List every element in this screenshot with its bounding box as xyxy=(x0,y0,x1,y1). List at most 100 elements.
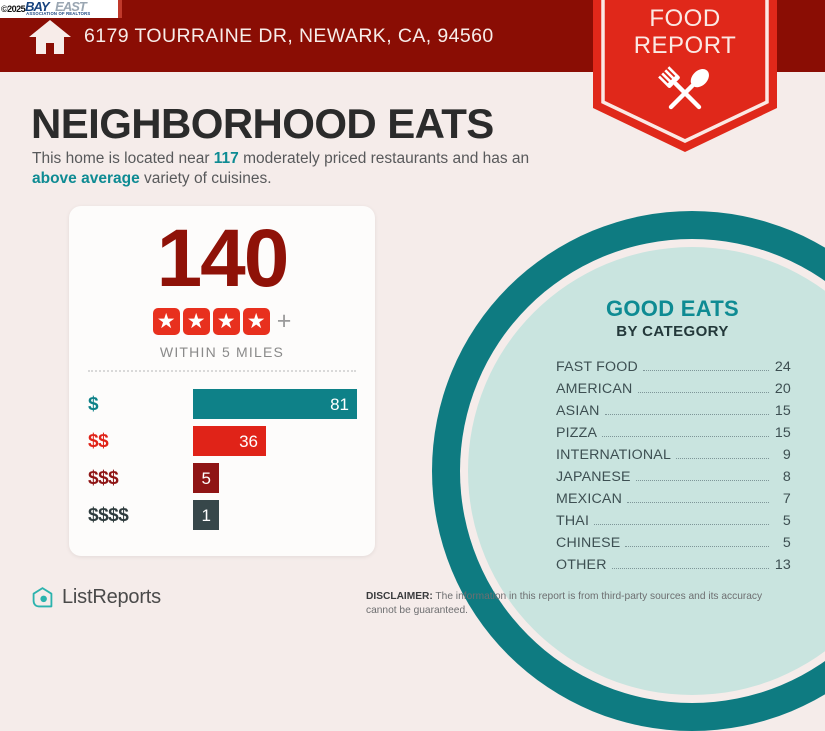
price-tier-row: $$$ 5 xyxy=(69,462,375,499)
star-icon: ★ xyxy=(216,310,236,333)
watermark-logo-secondary: EAST xyxy=(55,0,87,14)
good-eats-panel: GOOD EATS BY CATEGORY FAST FOOD 24 AMERICA… xyxy=(520,296,825,573)
good-eats-category: FAST FOOD xyxy=(556,359,638,375)
good-eats-count: 5 xyxy=(782,513,791,529)
watermark-copyright: ©2025 xyxy=(1,3,26,14)
watermark-accent-bar xyxy=(118,0,122,18)
food-report-badge: FOOD REPORT xyxy=(585,0,785,170)
price-tier-value: 1 xyxy=(201,505,211,525)
good-eats-row: CHINESE 5 xyxy=(556,529,791,551)
star-icon: ★ xyxy=(246,310,266,333)
radius-label: WITHIN 5 MILES xyxy=(159,344,285,360)
price-tier-bar: 81 xyxy=(193,389,357,419)
good-eats-row: OTHER 13 xyxy=(556,551,791,573)
good-eats-dot-leader xyxy=(611,568,769,569)
good-eats-dot-leader xyxy=(627,502,769,503)
star-badge: ★ xyxy=(212,308,240,335)
good-eats-category: OTHER xyxy=(556,557,607,573)
good-eats-dot-leader xyxy=(602,436,769,437)
price-tier-row: $$ 36 xyxy=(69,425,375,462)
good-eats-dot-leader xyxy=(635,480,769,481)
watermark-logo-subtitle: ASSOCIATION OF REALTORS xyxy=(26,11,91,16)
star-icon: ★ xyxy=(156,310,176,333)
price-tier-row: $81 xyxy=(69,388,375,425)
badge-title-line1: FOOD xyxy=(649,5,721,32)
subtitle-text-3: variety of cuisines. xyxy=(139,170,272,188)
price-tier-value: 5 xyxy=(201,468,211,488)
card-divider xyxy=(88,370,356,372)
good-eats-dot-leader xyxy=(676,458,769,459)
good-eats-row: PIZZA 15 xyxy=(556,419,791,441)
price-tier-label: $$$ xyxy=(88,468,119,489)
good-eats-count: 7 xyxy=(782,491,791,507)
good-eats-count: 13 xyxy=(774,557,791,573)
listreports-house-tag-icon xyxy=(32,587,53,608)
good-eats-row: MEXICAN 7 xyxy=(556,485,791,507)
good-eats-category: INTERNATIONAL xyxy=(556,447,672,463)
star-badge: ★ xyxy=(182,308,210,335)
good-eats-count: 24 xyxy=(774,359,791,375)
good-eats-category: ASIAN xyxy=(556,403,600,419)
price-tier-label: $ xyxy=(88,394,99,415)
listreports-logo[interactable]: ListReports xyxy=(31,586,161,609)
badge-title-line2: REPORT xyxy=(633,31,737,59)
star-badge: ★ xyxy=(152,308,180,335)
good-eats-title: GOOD EATS xyxy=(605,296,740,321)
good-eats-subtitle: BY CATEGORY xyxy=(616,323,729,340)
good-eats-list: FAST FOOD 24 AMERICAN 20 ASIAN 15 PIZZA 15 INTER… xyxy=(520,353,825,573)
spoon-fork-icon xyxy=(658,66,709,110)
price-tier-value: 81 xyxy=(330,394,349,414)
good-eats-count: 8 xyxy=(782,469,791,485)
house-icon xyxy=(29,20,71,54)
good-eats-count: 5 xyxy=(782,535,791,551)
good-eats-row: THAI 5 xyxy=(556,507,791,529)
good-eats-category: AMERICAN xyxy=(556,381,633,397)
restaurant-count: 140 xyxy=(156,213,290,304)
good-eats-category: MEXICAN xyxy=(556,491,623,507)
price-tier-row: $$$$ 1 xyxy=(69,499,375,536)
star-plus-icon: + xyxy=(276,307,292,335)
good-eats-category: THAI xyxy=(556,513,590,529)
star-icon: ★ xyxy=(186,310,206,333)
good-eats-dot-leader xyxy=(637,392,769,393)
good-eats-count: 15 xyxy=(774,425,791,441)
disclaimer: DISCLAIMER: The information in this repo… xyxy=(366,590,791,618)
good-eats-count: 20 xyxy=(774,381,791,397)
watermark-logo-primary: BAY xyxy=(25,0,50,14)
badge-title: FOOD REPORT xyxy=(585,5,785,60)
watermark-logo: BAY EAST ASSOCIATION OF REALTORS xyxy=(25,0,99,18)
watermark: ©2025 BAY EAST ASSOCIATION OF REALTORS xyxy=(0,0,122,18)
good-eats-dot-leader xyxy=(642,370,769,371)
price-tier-chart: $81 $$ 36 $$$ 5 $$$$ 1 xyxy=(69,388,375,536)
price-tier-label: $$$$ xyxy=(88,505,129,526)
good-eats-row: FAST FOOD 24 xyxy=(556,353,791,375)
good-eats-count: 15 xyxy=(774,403,791,419)
subtitle-text-1: This home is located near xyxy=(32,150,214,167)
subtitle-highlight-variety: above average xyxy=(32,170,140,188)
good-eats-count: 9 xyxy=(782,447,791,463)
good-eats-category: PIZZA xyxy=(556,425,598,441)
listreports-wordmark: ListReports xyxy=(62,586,161,608)
good-eats-category: JAPANESE xyxy=(556,469,631,485)
subtitle-text-2: moderately priced restaurants and has an xyxy=(238,150,530,167)
badge-shape xyxy=(593,0,777,152)
good-eats-row: ASIAN 15 xyxy=(556,397,791,419)
good-eats-dot-leader xyxy=(625,546,769,547)
good-eats-row: INTERNATIONAL 9 xyxy=(556,441,791,463)
page-subtitle: This home is located near 117 moderately… xyxy=(32,149,577,190)
price-tier-bar: 1 xyxy=(193,500,219,530)
page-title: NEIGHBORHOOD EATS xyxy=(31,100,494,147)
restaurant-summary-card: 140 ★ ★ ★ ★ + WITHIN 5 MILES $81 $$ 36 $$$ 5 $$$$… xyxy=(69,206,375,556)
price-tier-value: 36 xyxy=(239,431,258,451)
good-eats-row: AMERICAN 20 xyxy=(556,375,791,397)
price-tier-label: $$ xyxy=(88,431,109,452)
property-address: 6179 TOURRAINE DR, NEWARK, CA, 94560 xyxy=(84,25,494,47)
star-badge: ★ xyxy=(242,308,270,335)
good-eats-category: CHINESE xyxy=(556,535,621,551)
star-rating: ★ ★ ★ ★ + xyxy=(69,308,375,335)
subtitle-highlight-count: 117 xyxy=(213,150,239,167)
good-eats-dot-leader xyxy=(594,524,769,525)
price-tier-bar: 5 xyxy=(193,463,219,493)
disclaimer-label: DISCLAIMER: xyxy=(366,591,433,602)
price-tier-bar: 36 xyxy=(193,426,266,456)
